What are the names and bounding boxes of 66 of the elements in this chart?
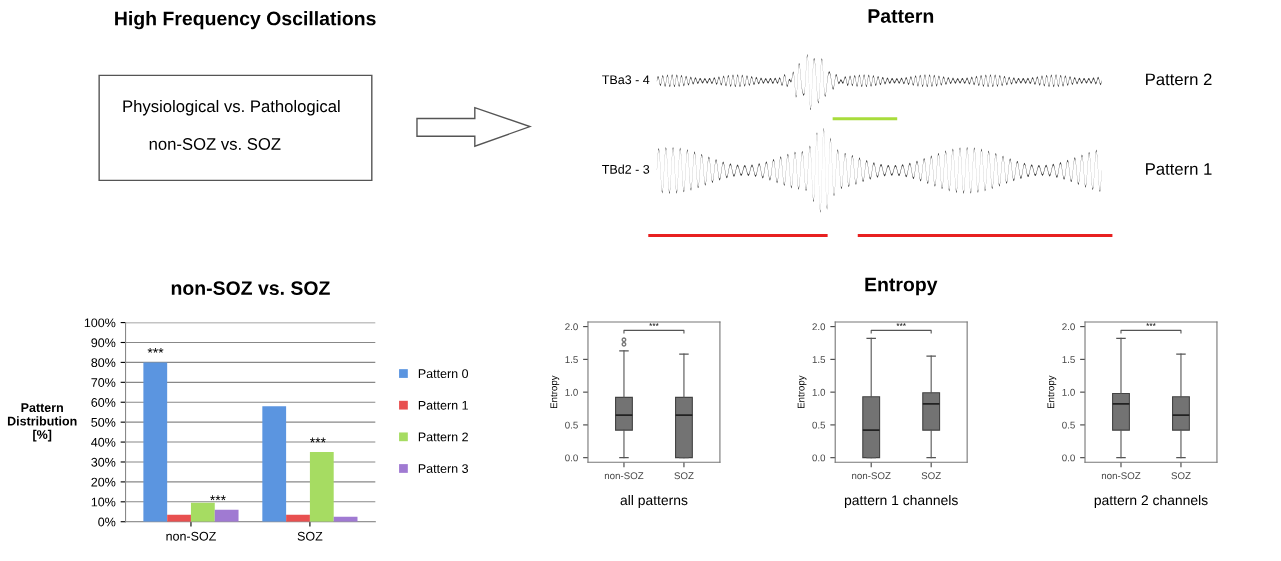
y-tick-label: 80% bbox=[91, 358, 116, 368]
annotation: *** bbox=[649, 322, 659, 326]
bar bbox=[143, 362, 168, 522]
x-tick-label: SOZ bbox=[674, 472, 694, 480]
y-tick-label: 1.5 bbox=[1062, 356, 1075, 363]
bar bbox=[262, 406, 287, 522]
x-axis-title: pattern 2 channels bbox=[1094, 494, 1208, 508]
x-axis-title: pattern 1 channels bbox=[844, 494, 958, 508]
annotation: *** bbox=[210, 495, 226, 501]
x-axis-title: all patterns bbox=[620, 494, 688, 508]
text: Pattern 1 bbox=[1146, 163, 1212, 175]
text: TBd2 - 3 bbox=[602, 164, 650, 174]
x-tick-label: SOZ bbox=[297, 531, 323, 541]
y-tick-label: 0.5 bbox=[812, 421, 826, 429]
y-tick-label: 70% bbox=[91, 378, 116, 387]
y-tick-label: 0.5 bbox=[565, 421, 578, 429]
y-tick-label: 0.0 bbox=[1062, 454, 1075, 462]
text: TBa3 - 4 bbox=[602, 75, 650, 85]
annotation: *** bbox=[896, 322, 906, 326]
y-tick-label: 2.0 bbox=[565, 323, 578, 331]
text: Pattern 2 bbox=[1146, 73, 1212, 86]
y-tick-label: 1.0 bbox=[812, 388, 826, 396]
y-tick-label: 2.0 bbox=[812, 323, 826, 331]
y-tick-label: 60% bbox=[91, 398, 116, 407]
bar bbox=[309, 452, 334, 522]
annotation: *** bbox=[309, 437, 326, 443]
y-tick-label: 50% bbox=[91, 417, 116, 427]
y-tick-label: 0% bbox=[98, 517, 116, 527]
y-tick-label: 10% bbox=[91, 497, 116, 507]
chart-title: non-SOZ vs. SOZ bbox=[171, 281, 330, 295]
y-tick-label: 20% bbox=[91, 477, 116, 487]
text: High Frequency Oscillations bbox=[115, 11, 376, 30]
annotation: *** bbox=[147, 347, 164, 353]
x-tick-label: SOZ bbox=[1171, 472, 1191, 480]
x-tick-label: non-SOZ bbox=[166, 531, 216, 541]
x-tick-label: non-SOZ bbox=[852, 472, 891, 480]
y-tick-label: 2.0 bbox=[1062, 323, 1075, 331]
text: Pattern bbox=[868, 9, 934, 23]
y-tick-label: 1.5 bbox=[812, 356, 826, 363]
text: non-SOZ vs. SOZ bbox=[149, 138, 281, 150]
y-axis-title: Entropy bbox=[1047, 375, 1057, 409]
text: Physiological vs. Pathological bbox=[123, 99, 340, 116]
y-tick-label: 1.5 bbox=[565, 356, 578, 363]
x-tick-label: SOZ bbox=[921, 472, 941, 480]
y-axis-title: Entropy bbox=[797, 375, 807, 409]
legend-label: Pattern 1 bbox=[418, 400, 468, 410]
legend-label: Pattern 3 bbox=[418, 464, 468, 473]
y-tick-label: 0.0 bbox=[812, 454, 826, 462]
bar bbox=[190, 502, 215, 522]
x-tick-label: non-SOZ bbox=[1101, 472, 1141, 480]
text: Entropy bbox=[865, 277, 938, 296]
y-tick-label: 0.0 bbox=[565, 454, 578, 462]
annotation: *** bbox=[1146, 322, 1156, 326]
legend-label: Pattern 0 bbox=[418, 369, 469, 379]
y-tick-label: 90% bbox=[91, 338, 116, 348]
y-tick-label: 40% bbox=[91, 437, 116, 447]
y-tick-label: 30% bbox=[91, 457, 116, 467]
y-tick-label: 100% bbox=[84, 318, 116, 328]
y-axis-title: Pattern Distribution [%] bbox=[7, 403, 77, 442]
legend-label: Pattern 2 bbox=[418, 432, 468, 442]
x-tick-label: non-SOZ bbox=[604, 472, 644, 480]
y-axis-title: Entropy bbox=[550, 375, 560, 409]
bar bbox=[214, 509, 239, 522]
y-tick-label: 1.0 bbox=[1062, 388, 1075, 396]
y-tick-label: 0.5 bbox=[1062, 421, 1075, 429]
y-tick-label: 1.0 bbox=[565, 388, 578, 396]
